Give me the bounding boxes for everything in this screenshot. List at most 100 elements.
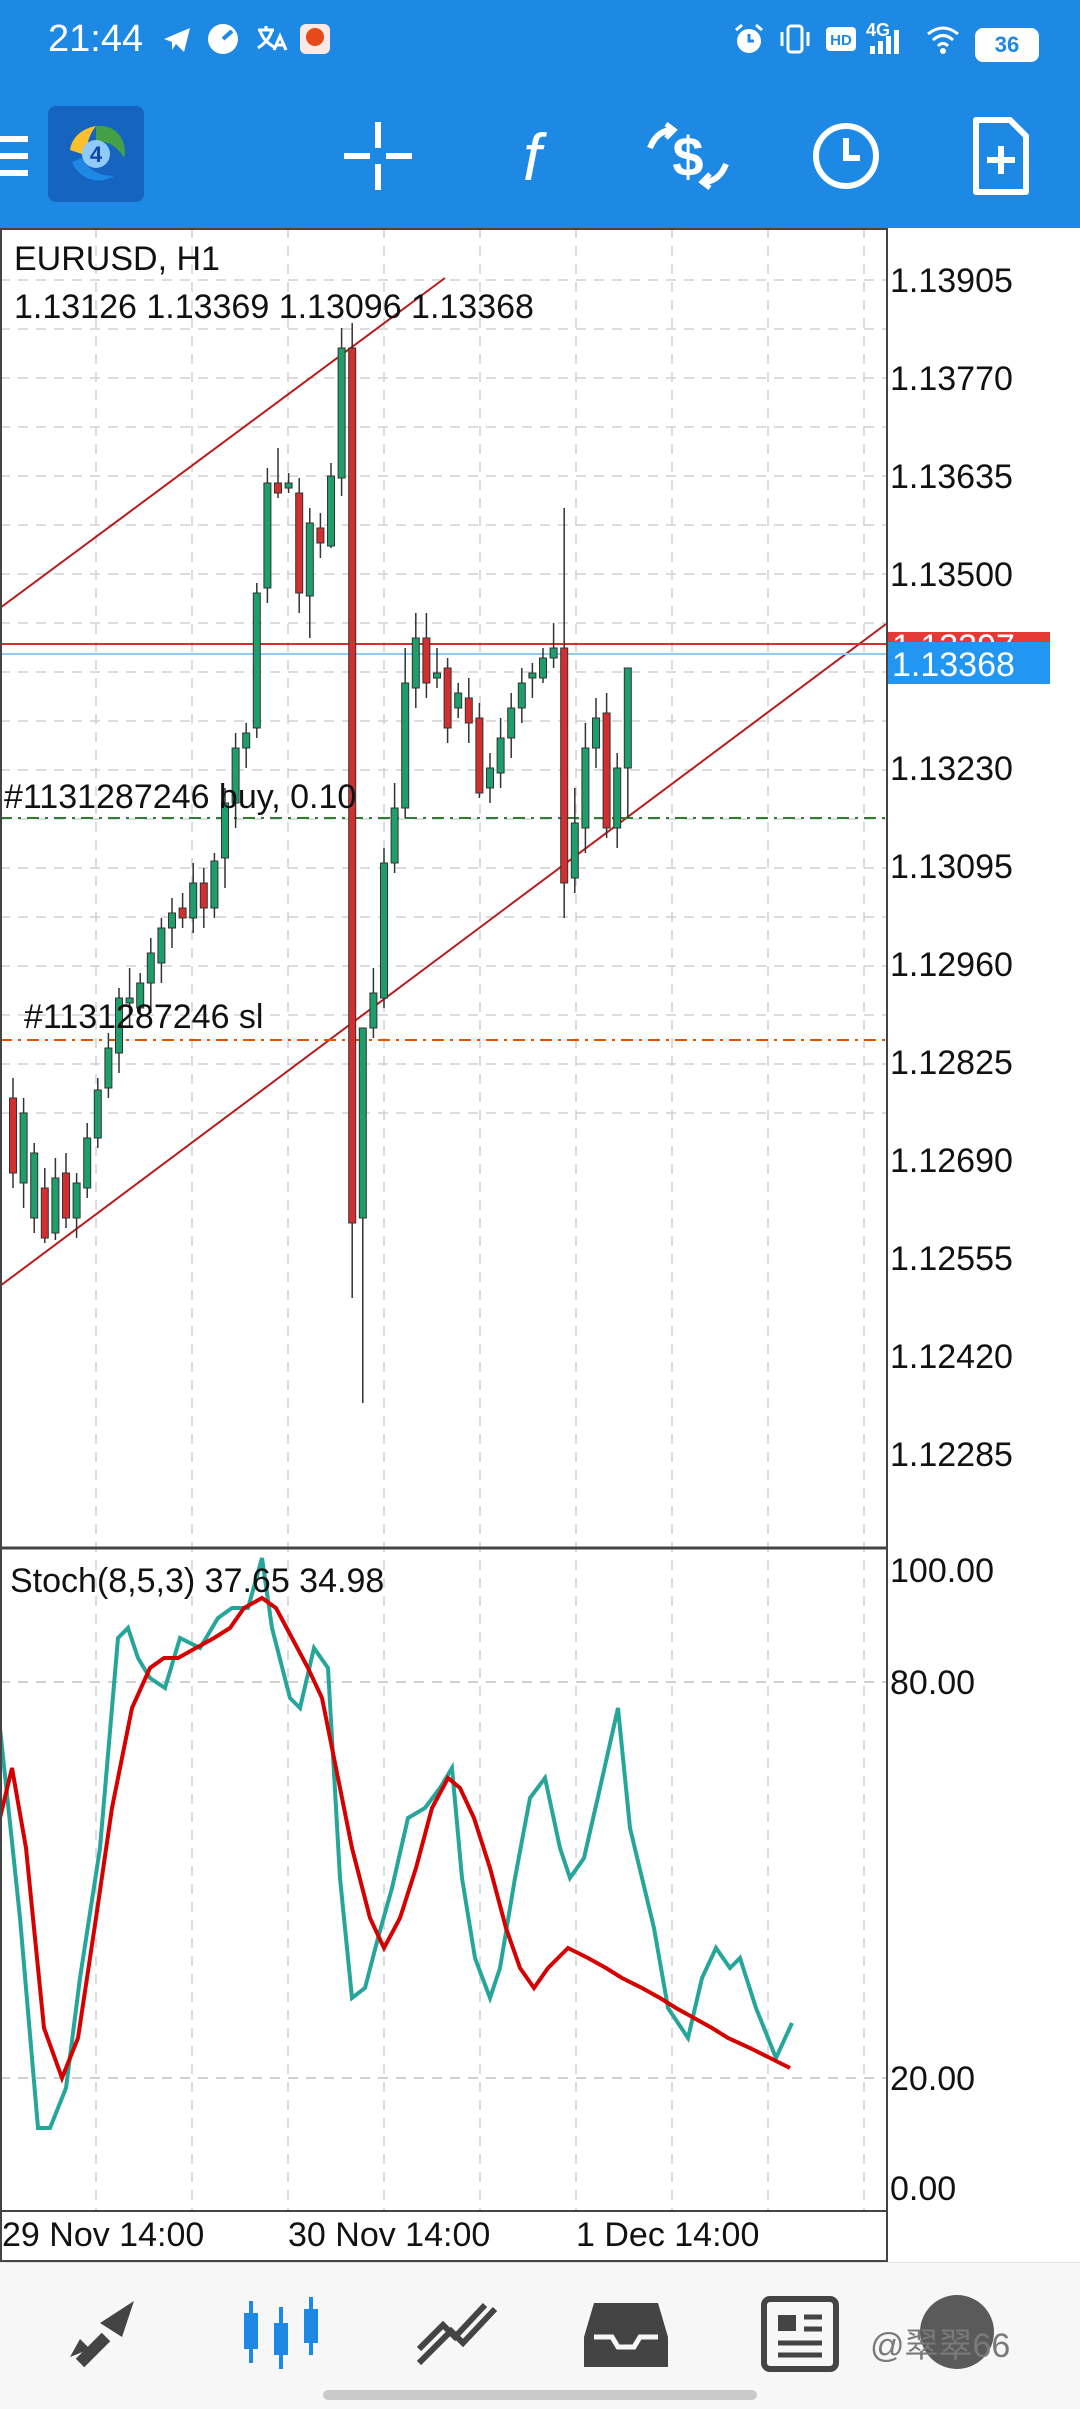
chart-area[interactable]: EURUSD, H1 1.13126 1.13369 1.13096 1.133… <box>0 228 1080 2268</box>
stoch-tick: 20.00 <box>890 2060 975 2098</box>
wifi-icon <box>927 26 959 54</box>
sl-line-label: #1131287246 sl <box>24 998 263 1036</box>
price-tick: 1.13500 <box>890 556 1013 594</box>
candle-bull <box>19 1112 28 1184</box>
svg-text:$: $ <box>672 125 703 188</box>
gauge-icon <box>208 24 238 54</box>
news-icon[interactable] <box>750 2293 850 2373</box>
stoch-tick: 0.00 <box>890 2170 956 2208</box>
price-tick: 1.13095 <box>890 848 1013 886</box>
candle-bear <box>274 482 282 494</box>
candle-bull <box>125 997 134 1004</box>
candle-bull <box>517 682 526 709</box>
candle-bull <box>168 912 176 929</box>
telegram-icon <box>164 28 190 52</box>
stoch-tick: 80.00 <box>890 1664 975 1702</box>
candle-bear <box>422 637 431 684</box>
ohlc-label: 1.13126 1.13369 1.13096 1.13368 <box>14 288 534 326</box>
candle-bull <box>380 862 388 999</box>
vibrate-icon <box>780 24 810 54</box>
history-icon[interactable] <box>576 2293 676 2373</box>
channel-lower-line <box>0 623 887 1287</box>
candle-bull <box>539 657 547 679</box>
candle-bear <box>443 667 452 729</box>
candle-bear <box>348 347 357 1224</box>
bottom-nav <box>0 2262 1080 2409</box>
candle-bull <box>549 647 558 659</box>
candle-bear <box>62 1172 70 1219</box>
candle-bull <box>528 672 537 679</box>
candle-bull <box>93 1089 102 1139</box>
candle-bull <box>72 1182 81 1219</box>
crosshair-icon[interactable] <box>330 108 426 204</box>
candle-bull <box>136 982 145 1009</box>
alarm-icon <box>735 23 763 53</box>
candle-bull <box>263 482 272 589</box>
price-tick: 1.12960 <box>890 946 1013 984</box>
candle-bear <box>178 907 187 919</box>
price-tick: 1.12555 <box>890 1240 1013 1278</box>
status-time: 21:44 <box>48 18 144 60</box>
candle-bull <box>284 482 293 489</box>
candle-bull <box>623 667 632 769</box>
candle-bull <box>51 1177 60 1234</box>
candle-bear <box>40 1187 49 1239</box>
time-tick: 1 Dec 14:00 <box>576 2216 759 2254</box>
translate-icon <box>257 26 288 51</box>
signal-icon <box>870 30 899 54</box>
candle-bull <box>613 767 622 829</box>
candle-bear <box>9 1097 17 1174</box>
candle-bull <box>496 737 505 774</box>
candle-bull <box>189 882 198 919</box>
price-chart[interactable]: EURUSD, H1 1.13126 1.13369 1.13096 1.133… <box>0 228 1080 2268</box>
stoch-label: Stoch(8,5,3) 37.65 34.98 <box>10 1562 384 1600</box>
menu-icon[interactable] <box>0 132 30 180</box>
top-toolbar: 4 f $ <box>0 84 1080 228</box>
bid-price-tag <box>888 642 1050 684</box>
price-tick: 1.12825 <box>890 1044 1013 1082</box>
price-tick: 1.13770 <box>890 360 1013 398</box>
metatrader-logo[interactable]: 4 <box>48 106 144 202</box>
candle-bull <box>411 637 420 689</box>
candle-bull <box>327 475 335 547</box>
candle-bull <box>570 822 579 879</box>
candle-bull <box>305 522 314 597</box>
avatar[interactable] <box>920 2295 994 2369</box>
candle-bull <box>30 1152 39 1219</box>
watermark-text: @翠翠66 <box>870 2327 1011 2365</box>
candle-bull <box>581 747 590 829</box>
candle-bull <box>157 927 166 964</box>
timeframe-icon[interactable] <box>798 108 894 204</box>
candle-bull <box>369 992 378 1029</box>
svg-text:4: 4 <box>90 142 103 167</box>
stoch-signal-line <box>0 1595 791 2084</box>
candle-bull <box>115 997 123 1054</box>
trade-nav-icon[interactable] <box>405 2293 505 2373</box>
time-tick: 29 Nov 14:00 <box>2 2216 204 2254</box>
bid-price-text: 1.13368 <box>892 646 1015 684</box>
chart-icon[interactable] <box>230 2293 330 2373</box>
symbol-label: EURUSD, H1 <box>14 240 220 278</box>
candle-bull <box>221 802 229 859</box>
indicators-icon[interactable]: f <box>484 108 580 204</box>
candle-bull <box>210 860 219 909</box>
candle-bull <box>104 1047 113 1089</box>
new-order-icon[interactable] <box>952 108 1048 204</box>
candle-bull <box>252 592 261 729</box>
candle-bull <box>358 1027 367 1219</box>
candle-bear <box>475 717 484 794</box>
candle-bear <box>602 712 611 829</box>
candle-bull <box>83 1137 92 1189</box>
home-indicator[interactable] <box>323 2390 757 2400</box>
hd-icon: HD <box>826 27 856 51</box>
status-bar: 21:44 HD 4G 36 <box>0 0 1080 84</box>
candle-bull <box>454 692 463 709</box>
battery-icon: 36 <box>975 28 1039 62</box>
trade-icon[interactable]: $ <box>640 108 736 204</box>
candle-bear <box>199 882 208 909</box>
candle-bear <box>560 647 569 884</box>
candle-bull <box>146 952 155 984</box>
candle-bull <box>486 767 494 789</box>
candle-bull <box>507 707 516 739</box>
quotes-icon[interactable] <box>60 2293 160 2373</box>
